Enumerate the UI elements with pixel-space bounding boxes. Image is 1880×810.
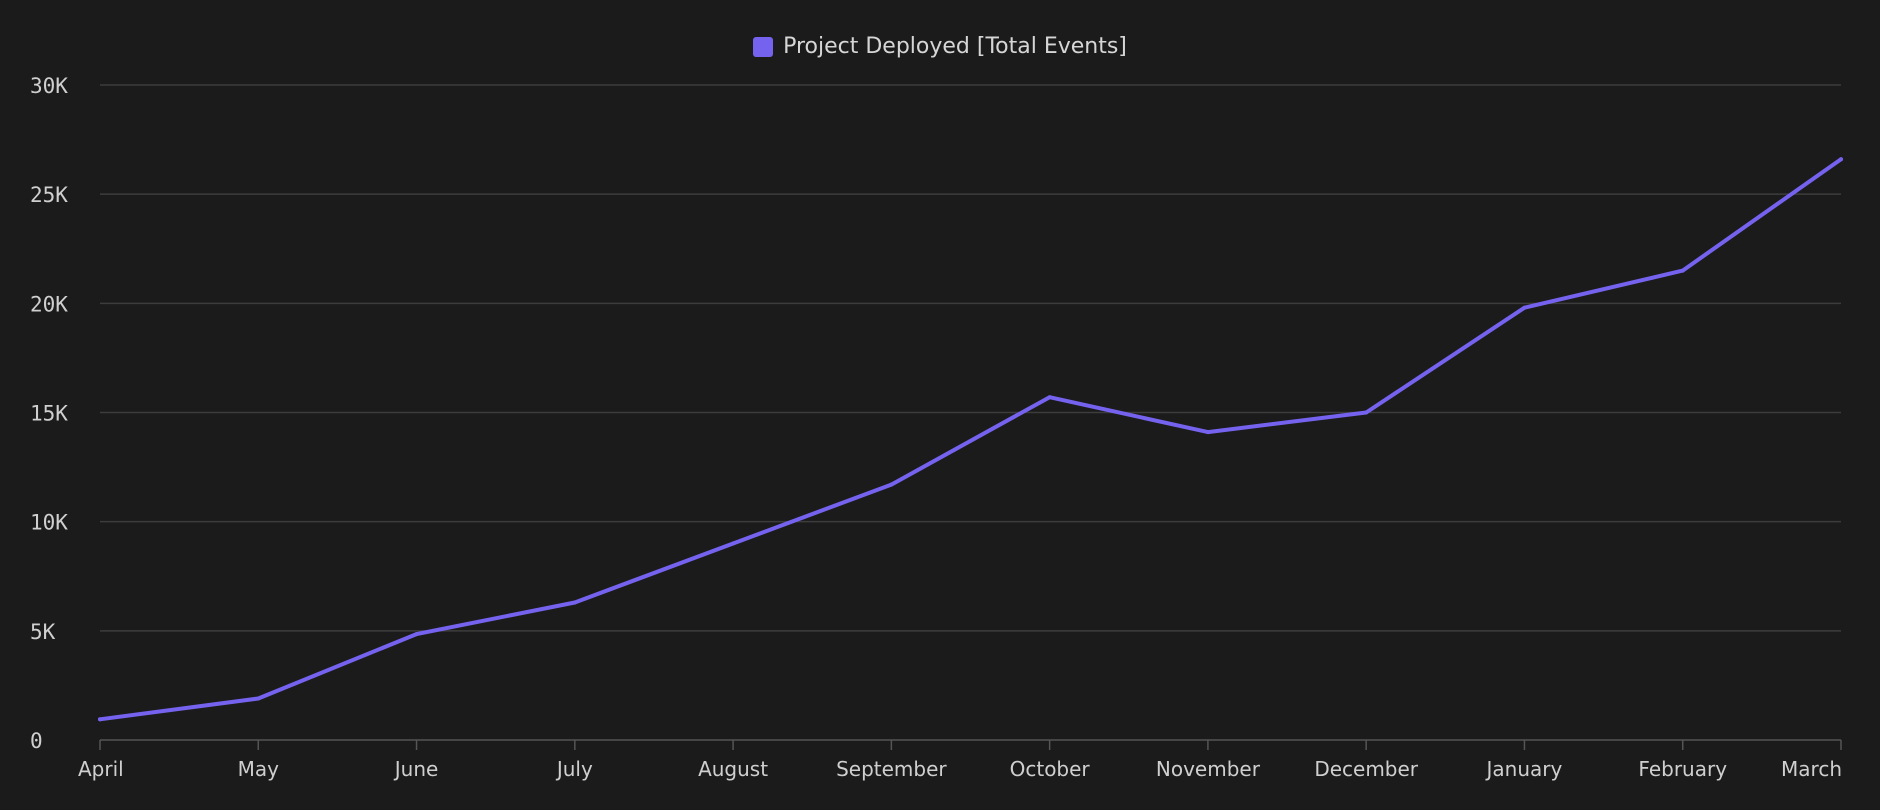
data-point [889,482,894,487]
data-point [1047,395,1052,400]
x-tick-label: April [78,757,124,781]
x-tick-label: December [1314,757,1418,781]
x-tick-label: March [1781,757,1842,781]
x-tick-label: February [1638,757,1727,781]
series-line [98,157,1843,722]
data-point [1364,410,1369,415]
y-tick-label: 30K [30,74,68,98]
x-tick-label: August [698,757,768,781]
y-tick-label: 15K [30,402,68,426]
legend-label: Project Deployed [Total Events] [783,34,1127,59]
x-tick-label: November [1156,757,1261,781]
data-point [1680,268,1685,273]
x-tick-label: October [1010,757,1091,781]
legend[interactable]: Project Deployed [Total Events] [0,34,1880,59]
data-point [98,717,102,722]
legend-swatch [753,36,774,57]
data-point [1522,305,1527,310]
y-tick-label: 0 [30,729,43,753]
data-point [1205,430,1210,435]
x-tick-label: January [1485,757,1563,781]
x-tick-label: September [836,757,947,781]
data-point [414,632,419,637]
data-point [256,696,261,701]
x-tick-label: June [393,757,439,781]
x-tick-label: May [238,757,280,781]
y-tick-label: 10K [30,511,68,535]
data-point [731,541,736,546]
x-tick-label: July [555,757,593,781]
data-point [1839,157,1843,162]
y-tick-label: 5K [30,620,56,644]
data-point [572,600,577,605]
y-tick-label: 25K [30,183,68,207]
y-tick-label: 20K [30,292,68,316]
